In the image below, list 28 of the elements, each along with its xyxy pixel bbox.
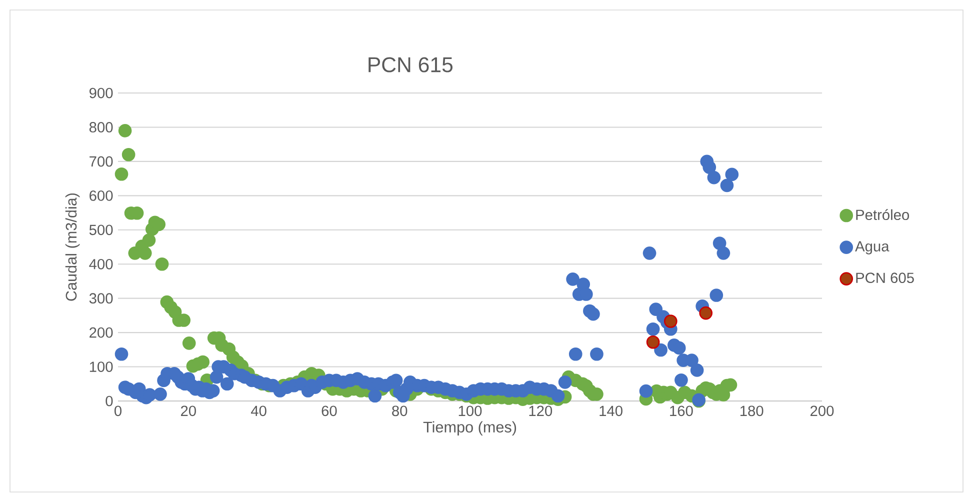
- y-tick-label: 800: [89, 122, 113, 132]
- x-tick-label: 40: [250, 406, 266, 416]
- legend-label: Agua: [855, 241, 890, 254]
- legend-label: PCN 605: [856, 272, 914, 284]
- y-tick-label: 700: [90, 156, 113, 167]
- legend-label: Petróleo: [856, 209, 910, 220]
- x-tick-label: 100: [458, 406, 482, 416]
- y-tick-label: 200: [90, 327, 113, 338]
- x-tick-label: 120: [529, 406, 552, 416]
- y-tick-label: 900: [90, 88, 113, 98]
- point: [646, 335, 660, 349]
- y-tick-label: 600: [90, 190, 113, 201]
- x-tick-label: 200: [810, 406, 834, 416]
- x-tick-label: 160: [670, 406, 693, 416]
- y-axis-title: Caudal (m3/dia): [65, 193, 80, 301]
- x-tick-label: 180: [740, 406, 764, 416]
- chart-title: PCN 615: [368, 57, 453, 72]
- y-tick-label: 300: [89, 293, 113, 304]
- x-tick-label: 140: [600, 406, 622, 416]
- x-tick-label: 20: [180, 406, 196, 416]
- y-tick-label: 100: [90, 362, 113, 372]
- x-axis-title: Tiempo (mes): [423, 421, 516, 436]
- y-tick-label: 0: [106, 396, 113, 406]
- x-tick-label: 80: [392, 406, 408, 416]
- y-tick-label: 400: [89, 258, 113, 270]
- x-tick-label: 60: [322, 406, 337, 416]
- x-tick-label: 0: [114, 406, 122, 416]
- y-tick-label: 500: [89, 224, 113, 236]
